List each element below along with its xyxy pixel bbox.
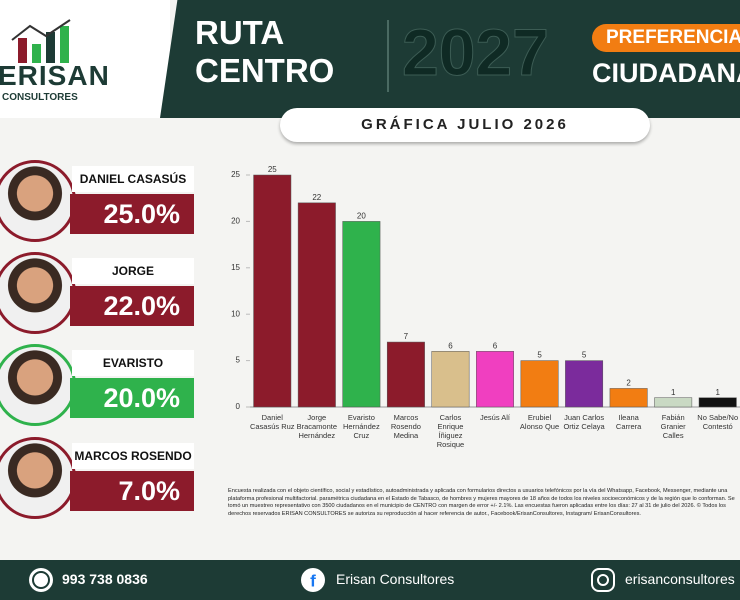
x-tick-label: Daniel Casasús Ruz (249, 413, 295, 431)
bar (520, 360, 559, 408)
y-tick-label: 20 (231, 217, 240, 226)
badge: PREFERENCIA (592, 24, 740, 52)
footer (0, 560, 740, 600)
logo-sub: CONSULTORES (2, 92, 78, 103)
footer-instagram: erisanconsultores (625, 571, 735, 587)
value-label: 25 (268, 165, 277, 174)
bar (609, 388, 648, 408)
x-tick-label: Fabián Granier Calles (660, 413, 686, 440)
value-label: 1 (671, 388, 676, 397)
candidate-name: MARCOS ROSENDO (72, 443, 194, 469)
x-tick-label: Jesús Alí (479, 413, 510, 422)
value-label: 2 (626, 379, 631, 388)
y-tick-label: 5 (236, 356, 241, 365)
y-tick-label: 10 (231, 309, 240, 318)
logo-name: ERISAN (0, 60, 110, 91)
value-label: 5 (582, 351, 587, 360)
value-label: 7 (404, 332, 409, 341)
x-tick-label: Erubiel Alonso Que (519, 413, 560, 431)
facebook-icon: f (301, 568, 325, 592)
chart-title: GRÁFICA JULIO 2026 (280, 108, 650, 142)
y-tick-label: 25 (231, 170, 240, 179)
x-tick-label: Jorge Bracamonte Hernández (296, 413, 338, 440)
header-line: CENTRO (195, 52, 335, 89)
bar (253, 174, 292, 408)
bar (297, 202, 336, 408)
x-tick-label: Evaristo Hernández Cruz (343, 413, 380, 440)
x-tick-label: Juan Carlos Ortiz Celaya (563, 413, 605, 431)
note: Encuesta realizada con el objeto científ… (228, 488, 735, 517)
x-tick-label: Carlos Enrique Íñiguez Rosique (436, 413, 465, 449)
x-tick-label: Marcos Rosendo Medina (390, 413, 421, 440)
divider (387, 20, 389, 92)
candidate-photo (0, 437, 76, 519)
logo-icon (11, 19, 71, 63)
header-subtitle: CIUDADANA (592, 58, 740, 88)
x-tick-label: No Sabe/No Contestó (697, 413, 739, 431)
candidate-name: JORGE BRACAMONTE (72, 258, 194, 304)
candidate-pct: 20.0% (70, 378, 194, 418)
candidate-name: DANIEL CASASÚS (72, 166, 194, 192)
value-label: 6 (448, 341, 453, 350)
candidate-photo (0, 252, 76, 334)
value-label: 6 (493, 341, 498, 350)
bar (654, 397, 693, 408)
x-tick-label: Ileana Carrera (615, 413, 642, 431)
bar (698, 397, 737, 408)
value-label: 22 (312, 193, 321, 202)
value-label: 20 (357, 212, 366, 221)
footer-phone: 993 738 0836 (62, 571, 148, 587)
footer-facebook: Erisan Consultores (336, 571, 455, 587)
svg-text:f: f (310, 571, 316, 590)
candidate-name: EVARISTO HERNÁNDEZ (72, 350, 194, 396)
bar (476, 351, 514, 408)
bar (342, 221, 381, 408)
header-year: 2027 (402, 15, 550, 90)
y-tick-label: 15 (231, 263, 240, 272)
bar (431, 351, 470, 408)
chart: 0 5 10 15 20 25 25 22 20 7 6 6 5 5 2 1 1 (231, 165, 740, 411)
header-line: RUTA (195, 14, 285, 51)
whatsapp-icon (29, 568, 53, 592)
candidate-pct: 7.0% (70, 471, 194, 511)
header-title: RUTA CENTRO (195, 14, 334, 90)
candidate-photo (0, 160, 76, 242)
bar (565, 360, 604, 408)
candidate-pct: 25.0% (70, 194, 194, 234)
bar (386, 341, 425, 408)
value-label: 5 (537, 351, 542, 360)
value-label: 1 (716, 388, 721, 397)
y-tick-label: 0 (236, 402, 241, 411)
candidate-pct: 22.0% (70, 286, 194, 326)
candidate-photo (0, 344, 76, 426)
header (160, 0, 740, 118)
logo-panel: ERISAN CONSULTORES (0, 0, 170, 118)
instagram-icon (591, 568, 615, 592)
